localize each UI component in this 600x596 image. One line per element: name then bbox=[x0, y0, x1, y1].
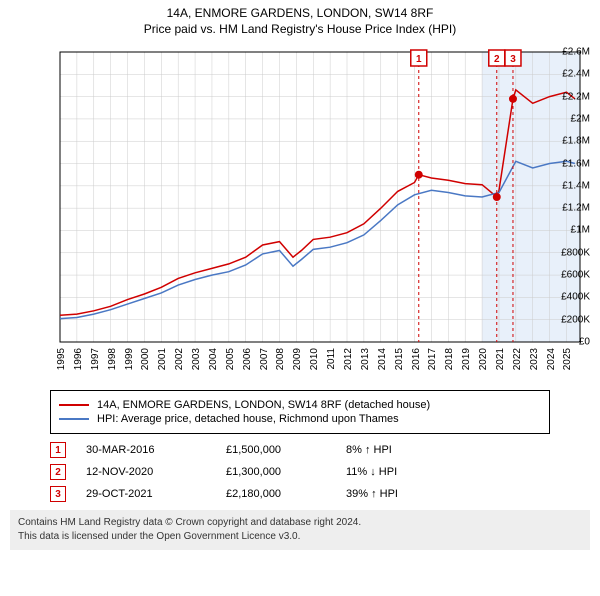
sales-table: 1 30-MAR-2016 £1,500,000 8% ↑ HPI 2 12-N… bbox=[50, 442, 550, 502]
legend-swatch bbox=[59, 418, 89, 420]
y-axis-tick-label: £200K bbox=[544, 314, 590, 325]
x-axis-tick-label: 2017 bbox=[427, 348, 438, 370]
y-axis-tick-label: £600K bbox=[544, 270, 590, 281]
x-axis-tick-label: 2005 bbox=[225, 348, 236, 370]
sale-price: £1,300,000 bbox=[226, 466, 346, 478]
y-axis-tick-label: £1M bbox=[544, 225, 590, 236]
x-axis-tick-label: 2016 bbox=[411, 348, 422, 370]
sales-row: 2 12-NOV-2020 £1,300,000 11% ↓ HPI bbox=[50, 464, 550, 480]
sale-price: £1,500,000 bbox=[226, 444, 346, 456]
sale-hpi-diff: 39% ↑ HPI bbox=[346, 488, 466, 500]
footer-line2: This data is licensed under the Open Gov… bbox=[18, 530, 582, 544]
y-axis-tick-label: £1.6M bbox=[544, 158, 590, 169]
sale-date: 30-MAR-2016 bbox=[86, 444, 226, 456]
sale-marker-icon: 2 bbox=[50, 464, 66, 480]
legend-label: HPI: Average price, detached house, Rich… bbox=[97, 413, 399, 425]
y-axis-tick-label: £2.2M bbox=[544, 91, 590, 102]
sale-date: 12-NOV-2020 bbox=[86, 466, 226, 478]
x-axis-tick-label: 2000 bbox=[140, 348, 151, 370]
sale-hpi-diff: 8% ↑ HPI bbox=[346, 444, 466, 456]
x-axis-tick-label: 2020 bbox=[478, 348, 489, 370]
x-axis-tick-label: 1999 bbox=[124, 348, 135, 370]
x-axis-tick-label: 2024 bbox=[546, 348, 557, 370]
x-axis-tick-label: 2012 bbox=[343, 348, 354, 370]
svg-text:2: 2 bbox=[494, 54, 500, 65]
y-axis-tick-label: £2.4M bbox=[544, 69, 590, 80]
x-axis-tick-label: 2003 bbox=[191, 348, 202, 370]
svg-text:3: 3 bbox=[510, 54, 516, 65]
x-axis-tick-label: 2001 bbox=[157, 348, 168, 370]
x-axis-tick-label: 2025 bbox=[562, 348, 573, 370]
x-axis-tick-label: 2021 bbox=[495, 348, 506, 370]
sales-row: 1 30-MAR-2016 £1,500,000 8% ↑ HPI bbox=[50, 442, 550, 458]
x-axis-tick-label: 1995 bbox=[56, 348, 67, 370]
sale-hpi-diff: 11% ↓ HPI bbox=[346, 466, 466, 478]
x-axis-tick-label: 2007 bbox=[259, 348, 270, 370]
x-axis-tick-label: 2015 bbox=[394, 348, 405, 370]
x-axis-tick-label: 2008 bbox=[275, 348, 286, 370]
x-axis-tick-label: 2022 bbox=[512, 348, 523, 370]
y-axis-tick-label: £0 bbox=[544, 337, 590, 348]
x-axis-tick-label: 2006 bbox=[242, 348, 253, 370]
x-axis-tick-label: 2011 bbox=[326, 348, 337, 370]
legend-item: HPI: Average price, detached house, Rich… bbox=[59, 413, 541, 425]
footer-line1: Contains HM Land Registry data © Crown c… bbox=[18, 516, 582, 530]
sale-price: £2,180,000 bbox=[226, 488, 346, 500]
x-axis-tick-label: 2023 bbox=[529, 348, 540, 370]
sale-marker-icon: 3 bbox=[50, 486, 66, 502]
legend-swatch bbox=[59, 404, 89, 406]
x-axis-tick-label: 2009 bbox=[292, 348, 303, 370]
license-footer: Contains HM Land Registry data © Crown c… bbox=[10, 510, 590, 550]
y-axis-tick-label: £2.6M bbox=[544, 47, 590, 58]
y-axis-tick-label: £1.8M bbox=[544, 136, 590, 147]
x-axis-tick-label: 1998 bbox=[107, 348, 118, 370]
legend-label: 14A, ENMORE GARDENS, LONDON, SW14 8RF (d… bbox=[97, 399, 430, 411]
x-axis-tick-label: 1997 bbox=[90, 348, 101, 370]
svg-text:1: 1 bbox=[416, 54, 422, 65]
y-axis-tick-label: £1.4M bbox=[544, 180, 590, 191]
x-axis-tick-label: 2013 bbox=[360, 348, 371, 370]
y-axis-tick-label: £1.2M bbox=[544, 203, 590, 214]
legend-item: 14A, ENMORE GARDENS, LONDON, SW14 8RF (d… bbox=[59, 399, 541, 411]
y-axis-tick-label: £400K bbox=[544, 292, 590, 303]
price-chart: 1 23 £0 £200K £400K £600K £800K £1M £1.2M £1.4M £… bbox=[10, 42, 590, 382]
sales-row: 3 29-OCT-2021 £2,180,000 39% ↑ HPI bbox=[50, 486, 550, 502]
chart-title-line2: Price paid vs. HM Land Registry's House … bbox=[0, 22, 600, 36]
x-axis-tick-label: 2014 bbox=[377, 348, 388, 370]
x-axis-tick-label: 2019 bbox=[461, 348, 472, 370]
x-axis-tick-label: 2004 bbox=[208, 348, 219, 370]
chart-svg: 1 23 bbox=[10, 42, 590, 382]
x-axis-tick-label: 2018 bbox=[444, 348, 455, 370]
y-axis-tick-label: £2M bbox=[544, 113, 590, 124]
sale-marker-icon: 1 bbox=[50, 442, 66, 458]
chart-title-line1: 14A, ENMORE GARDENS, LONDON, SW14 8RF bbox=[0, 6, 600, 20]
sale-date: 29-OCT-2021 bbox=[86, 488, 226, 500]
x-axis-tick-label: 2002 bbox=[174, 348, 185, 370]
chart-legend: 14A, ENMORE GARDENS, LONDON, SW14 8RF (d… bbox=[50, 390, 550, 434]
x-axis-tick-label: 1996 bbox=[73, 348, 84, 370]
x-axis-tick-label: 2010 bbox=[309, 348, 320, 370]
y-axis-tick-label: £800K bbox=[544, 247, 590, 258]
